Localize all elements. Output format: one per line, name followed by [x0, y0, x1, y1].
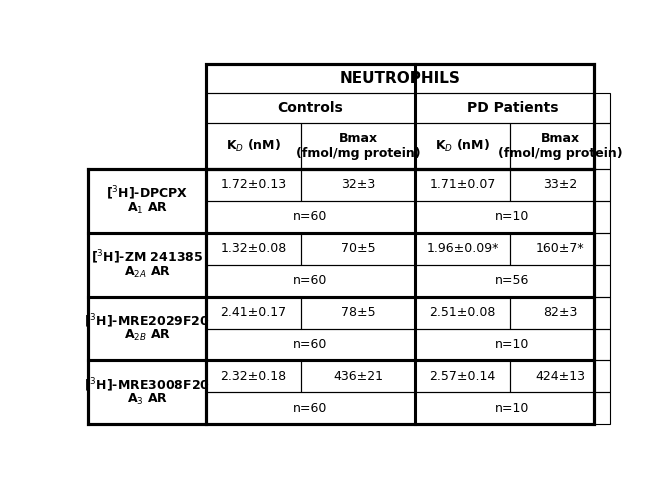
Text: 33±2: 33±2	[543, 178, 577, 191]
Bar	[89, 169, 594, 424]
Bar	[301, 169, 415, 201]
Bar	[510, 123, 611, 169]
Text: Bmax
(fmol/mg protein): Bmax (fmol/mg protein)	[296, 132, 420, 160]
Bar	[415, 123, 510, 169]
Bar	[301, 360, 415, 392]
Text: Controls: Controls	[277, 101, 343, 115]
Bar	[415, 233, 510, 265]
Bar	[206, 392, 415, 424]
Bar	[301, 233, 415, 265]
Bar	[206, 169, 301, 201]
Text: A$_{2B}$ AR: A$_{2B}$ AR	[124, 328, 170, 343]
Text: n=60: n=60	[293, 338, 328, 351]
Text: [$^3$H]-DPCPX: [$^3$H]-DPCPX	[106, 185, 188, 202]
Bar	[415, 392, 611, 424]
Bar	[206, 64, 594, 169]
Bar	[89, 169, 206, 233]
Bar	[415, 169, 510, 201]
Bar	[206, 297, 301, 328]
Text: Bmax
(fmol/mg protein): Bmax (fmol/mg protein)	[498, 132, 623, 160]
Text: A$_{2A}$ AR: A$_{2A}$ AR	[124, 265, 170, 280]
Text: 70±5: 70±5	[341, 242, 376, 255]
Bar	[206, 360, 301, 392]
Bar	[206, 123, 301, 169]
Text: 32±3: 32±3	[341, 178, 375, 191]
Bar	[206, 233, 301, 265]
Text: 2.57±0.14: 2.57±0.14	[430, 370, 496, 383]
Bar	[415, 93, 611, 123]
Text: n=60: n=60	[293, 210, 328, 223]
Bar	[89, 233, 206, 297]
Text: 160±7*: 160±7*	[536, 242, 585, 255]
Text: 424±13: 424±13	[535, 370, 585, 383]
Text: n=56: n=56	[496, 274, 529, 287]
Bar	[89, 360, 206, 424]
Bar	[206, 64, 594, 93]
Text: [$^3$H]-MRE2029F20: [$^3$H]-MRE2029F20	[85, 313, 210, 330]
Text: NEUTROPHILS: NEUTROPHILS	[340, 71, 460, 86]
Bar	[206, 328, 415, 360]
Text: K$_D$ (nM): K$_D$ (nM)	[226, 138, 281, 154]
Bar	[206, 297, 594, 360]
Bar	[206, 265, 415, 297]
Text: 1.71±0.07: 1.71±0.07	[430, 178, 496, 191]
Bar	[415, 297, 510, 328]
Bar	[206, 169, 594, 233]
Text: 78±5: 78±5	[341, 306, 376, 319]
Text: 1.72±0.13: 1.72±0.13	[220, 178, 286, 191]
Bar	[206, 360, 594, 424]
Bar	[415, 328, 611, 360]
Bar	[206, 93, 415, 123]
Text: n=10: n=10	[496, 210, 529, 223]
Bar	[510, 297, 611, 328]
Bar	[510, 169, 611, 201]
Bar	[206, 233, 594, 297]
Text: 82±3: 82±3	[543, 306, 577, 319]
Bar	[206, 201, 415, 233]
Text: 1.32±0.08: 1.32±0.08	[220, 242, 286, 255]
Text: n=10: n=10	[496, 338, 529, 351]
Text: n=60: n=60	[293, 402, 328, 415]
Text: [$^3$H]-ZM 241385: [$^3$H]-ZM 241385	[91, 248, 203, 266]
Text: K$_D$ (nM): K$_D$ (nM)	[435, 138, 490, 154]
Text: PD Patients: PD Patients	[467, 101, 558, 115]
Text: A$_1$ AR: A$_1$ AR	[127, 200, 168, 216]
Bar	[415, 360, 510, 392]
Text: 2.41±0.17: 2.41±0.17	[220, 306, 286, 319]
Text: 1.96±0.09*: 1.96±0.09*	[426, 242, 499, 255]
Text: 2.32±0.18: 2.32±0.18	[220, 370, 286, 383]
Text: 436±21: 436±21	[333, 370, 383, 383]
Text: n=10: n=10	[496, 402, 529, 415]
Bar	[510, 233, 611, 265]
Bar	[415, 265, 611, 297]
Bar	[301, 297, 415, 328]
Text: n=60: n=60	[293, 274, 328, 287]
Text: 2.51±0.08: 2.51±0.08	[430, 306, 496, 319]
Text: [$^3$H]-MRE3008F20: [$^3$H]-MRE3008F20	[84, 376, 210, 394]
Bar	[206, 64, 594, 169]
Text: A$_3$ AR: A$_3$ AR	[127, 392, 168, 407]
Bar	[301, 123, 415, 169]
Bar	[415, 201, 611, 233]
Bar	[510, 360, 611, 392]
Bar	[89, 297, 206, 360]
